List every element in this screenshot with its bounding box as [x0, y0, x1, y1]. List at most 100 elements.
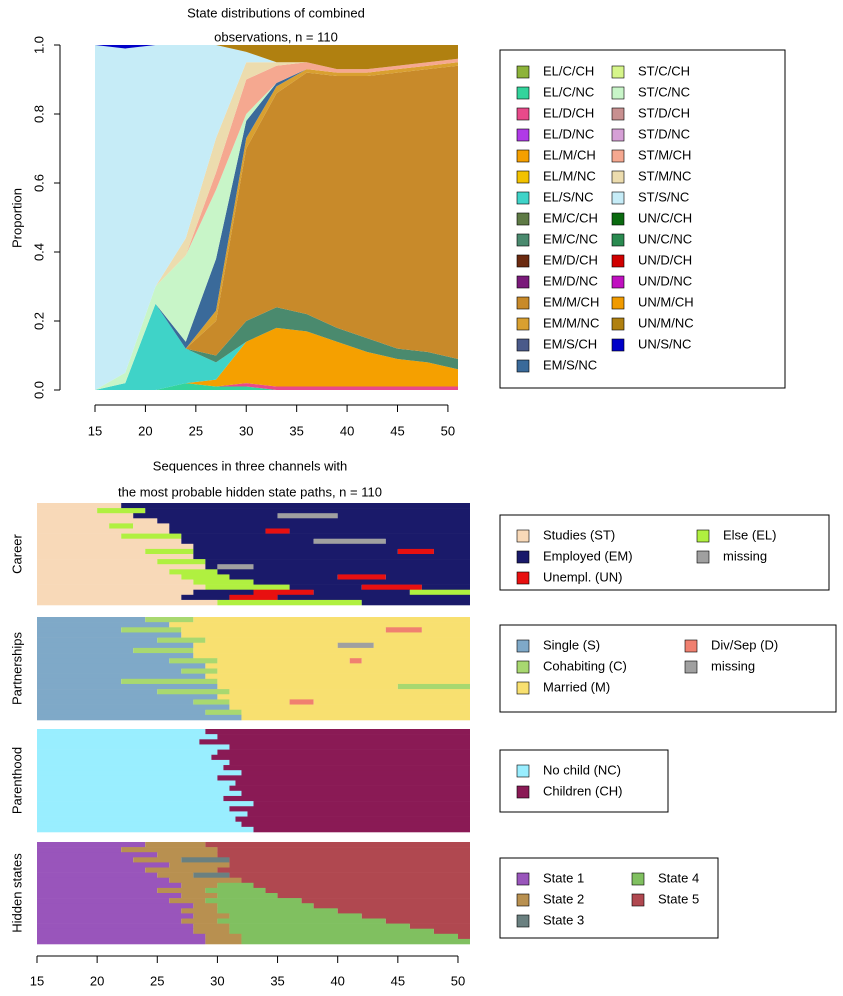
sequence-segment — [217, 599, 362, 606]
legend-swatch — [516, 149, 530, 163]
sequence-segment — [217, 678, 470, 685]
sequence-segment — [277, 594, 470, 601]
sequence-segment — [181, 627, 386, 633]
legend-swatch — [611, 149, 625, 163]
legend-label: EL/D/CH — [543, 105, 594, 120]
legend-swatch — [516, 107, 530, 121]
sequence-segment — [37, 627, 122, 633]
sequence-segment — [223, 765, 470, 771]
sequence-segment — [133, 513, 278, 519]
sequence-segment — [37, 918, 182, 924]
x-tick-label: 30 — [239, 423, 253, 438]
sequence-segment — [37, 599, 218, 606]
legend-label: EM/C/CH — [543, 210, 598, 225]
sequence-segment — [397, 683, 470, 690]
sequence-segment — [409, 589, 470, 596]
x-tick-label: 25 — [150, 973, 164, 988]
sequence-segment — [37, 847, 122, 853]
sequence-segment — [193, 647, 470, 654]
sequence-segment — [301, 898, 470, 904]
sequence-segment — [181, 893, 218, 899]
sequence-segment — [37, 852, 158, 858]
sequence-segment — [241, 790, 470, 797]
sequence-segment — [289, 584, 362, 590]
sequence-segment — [277, 513, 338, 519]
y-tick-label: 0.8 — [31, 105, 46, 123]
legend-swatch — [516, 785, 530, 799]
x-tick-label: 30 — [210, 973, 224, 988]
sequence-segment — [229, 759, 470, 766]
sequence-segment — [229, 862, 470, 868]
sequence-segment — [37, 594, 182, 601]
legend-label: Single (S) — [543, 637, 600, 652]
sequence-segment — [121, 627, 182, 633]
legend-swatch — [611, 212, 625, 226]
sequence-segment — [409, 923, 470, 929]
sequence-segment — [37, 508, 98, 514]
sequence-segment — [211, 754, 470, 761]
sequence-segment — [37, 647, 134, 654]
sequence-segment — [37, 933, 206, 940]
sequence-segment — [193, 903, 218, 909]
legend-label: Children (CH) — [543, 783, 622, 798]
sequence-segment — [217, 867, 470, 873]
sequence-segment — [181, 594, 230, 601]
sequence-segment — [37, 759, 230, 766]
legend-label: EL/C/CH — [543, 63, 594, 78]
legend-swatch — [611, 317, 625, 331]
sequence-segment — [229, 594, 278, 601]
sequence-segment — [37, 658, 170, 664]
chart-title: the most probable hidden state paths, n … — [118, 484, 382, 499]
sequence-segment — [37, 903, 194, 909]
legend-swatch — [611, 86, 625, 100]
legend-label: UN/D/NC — [638, 273, 692, 288]
x-tick-label: 40 — [330, 973, 344, 988]
sequence-segment — [37, 574, 182, 580]
x-tick-label: 40 — [340, 423, 354, 438]
legend-swatch — [516, 550, 530, 564]
sequence-segment — [247, 811, 470, 817]
sequence-segment — [37, 678, 122, 685]
legend-box — [499, 749, 669, 813]
sequence-segment — [289, 699, 314, 705]
sequence-segment — [193, 642, 338, 649]
sequence-segment — [145, 842, 206, 848]
legend-swatch — [696, 550, 710, 564]
sequence-segment — [265, 528, 290, 534]
legend-label: State 4 — [658, 870, 699, 885]
legend-label: Div/Sep (D) — [711, 637, 778, 652]
sequence-segment — [97, 508, 146, 514]
channel-label: Partnerships — [9, 632, 24, 705]
sequence-segment — [37, 709, 206, 716]
sequence-segment — [217, 903, 314, 909]
sequence-segment — [217, 775, 470, 781]
sequence-segment — [169, 569, 218, 575]
sequence-segment — [193, 653, 470, 659]
sequence-segment — [37, 816, 236, 822]
channel-label: Parenthood — [9, 747, 24, 814]
sequence-segment — [193, 928, 230, 935]
sequence-segment — [217, 893, 278, 899]
sequence-segment — [385, 538, 470, 545]
sequence-segment — [241, 709, 470, 716]
sequence-segment — [217, 852, 470, 858]
legend-label: EL/D/NC — [543, 126, 594, 141]
x-tick-label: 45 — [390, 423, 404, 438]
sequence-segment — [145, 617, 194, 623]
legend-label: UN/M/CH — [638, 294, 694, 309]
sequence-segment — [37, 882, 182, 889]
sequence-segment — [235, 780, 470, 786]
legend-label: EL/C/NC — [543, 84, 594, 99]
legend-swatch — [516, 681, 530, 695]
legend-label: EM/D/NC — [543, 273, 598, 288]
sequence-segment — [205, 933, 242, 940]
sequence-segment — [169, 622, 471, 628]
legend-swatch — [516, 86, 530, 100]
sequence-segment — [253, 801, 470, 807]
sequence-segment — [253, 579, 470, 585]
sequence-segment — [121, 847, 218, 853]
sequence-segment — [37, 867, 146, 873]
sequence-segment — [217, 749, 470, 756]
sequence-segment — [37, 528, 170, 534]
